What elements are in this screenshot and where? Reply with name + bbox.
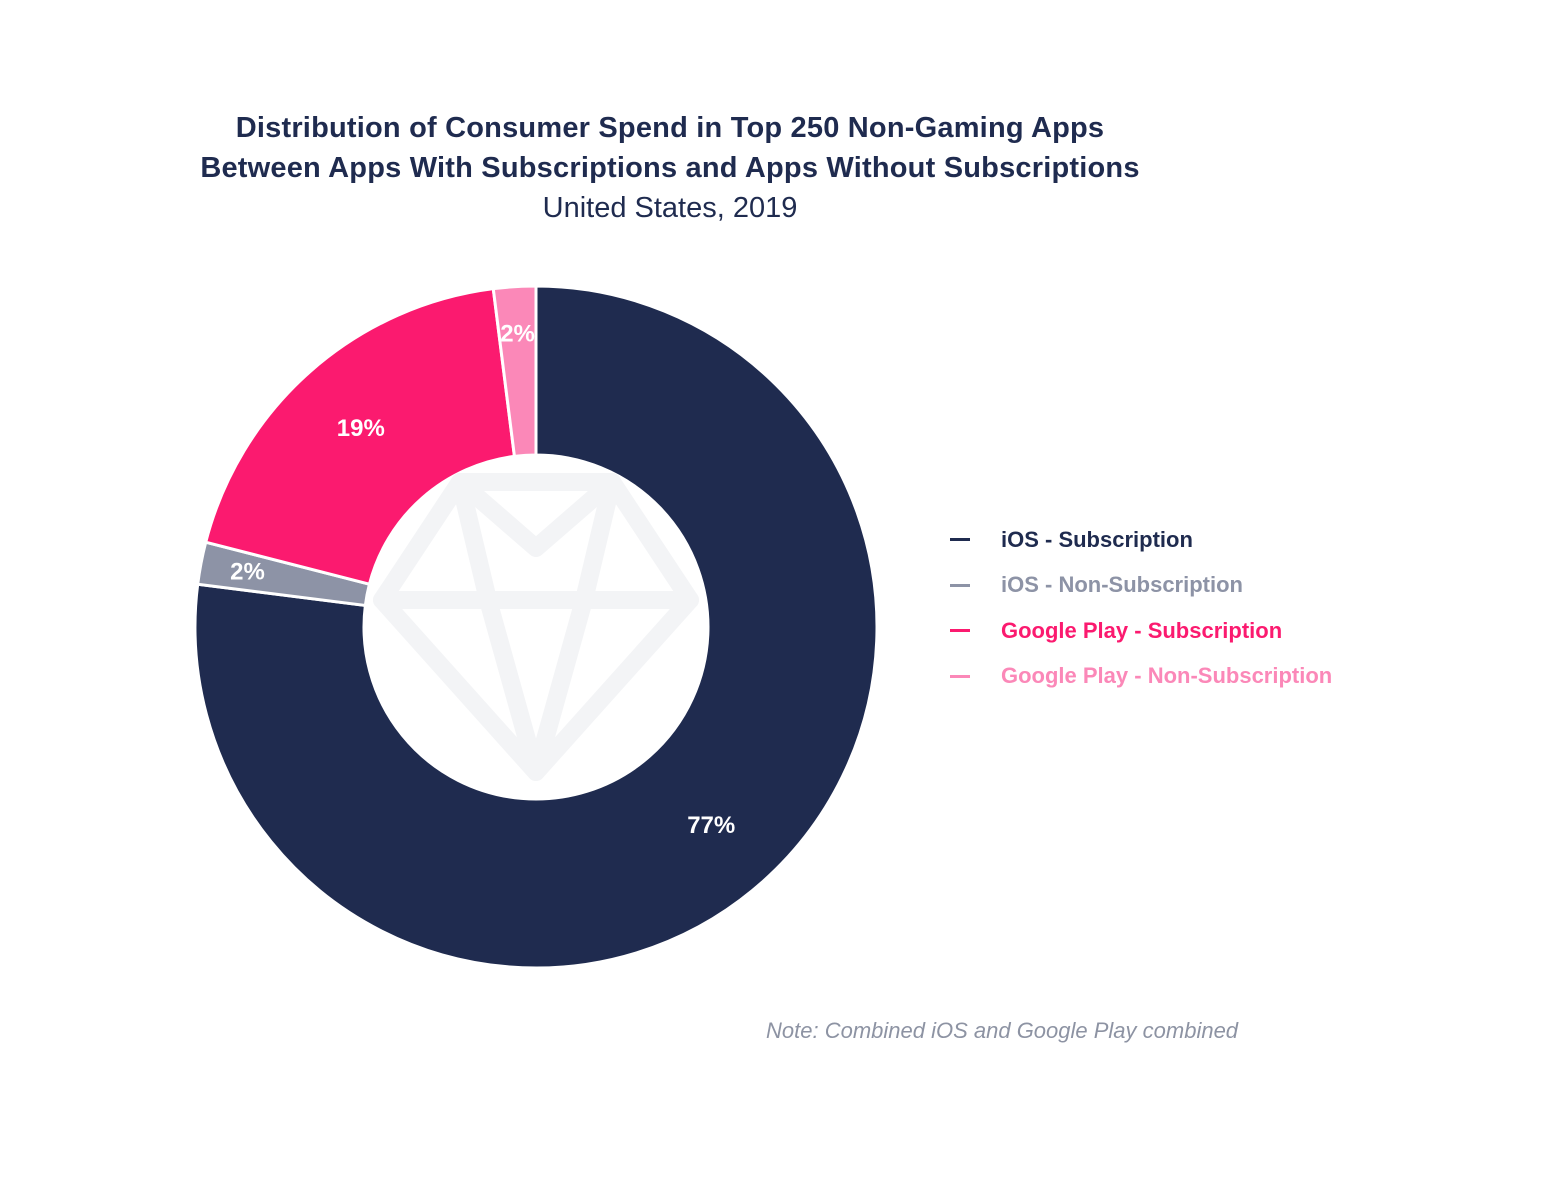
- legend-item-google-play-subscription: Google Play - Subscription: [950, 608, 1332, 654]
- legend-item-google-play-non-subscription: Google Play - Non-Subscription: [950, 654, 1332, 700]
- legend-label: Google Play - Non-Subscription: [1001, 663, 1333, 689]
- slice-value-label: 19%: [337, 415, 385, 442]
- legend-swatch: [950, 583, 970, 587]
- slice-labels: 77% 2% 19% 2%: [230, 320, 735, 839]
- legend-label: iOS - Subscription: [1001, 526, 1193, 552]
- chart-legend: iOS - Subscription iOS - Non-Subscriptio…: [950, 517, 1332, 699]
- legend-label: iOS - Non-Subscription: [1001, 572, 1243, 598]
- chart-title-line-1: Distribution of Consumer Spend in Top 25…: [235, 112, 1105, 144]
- chart-subtitle: United States, 2019: [542, 192, 798, 224]
- legend-item-ios-subscription: iOS - Subscription: [950, 517, 1332, 563]
- diamond-icon: [373, 473, 699, 781]
- slice-value-label: 2%: [500, 320, 535, 347]
- chart-title-line-2: Between Apps With Subscriptions and Apps…: [200, 152, 1140, 184]
- legend-swatch: [950, 674, 970, 678]
- chart-note: Note: Combined iOS and Google Play combi…: [766, 1018, 1239, 1043]
- legend-label: Google Play - Subscription: [1001, 617, 1283, 643]
- chart-title-block: Distribution of Consumer Spend in Top 25…: [130, 108, 1210, 228]
- slice-value-label: 77%: [687, 812, 735, 839]
- slice-value-label: 2%: [230, 558, 265, 585]
- legend-swatch: [950, 629, 970, 633]
- donut-slices: [193, 284, 879, 970]
- legend-swatch: [950, 538, 970, 542]
- slice-ios-subscription: [193, 284, 879, 970]
- legend-item-ios-non-subscription: iOS - Non-Subscription: [950, 563, 1332, 609]
- slice-google-play-subscription: [203, 287, 517, 587]
- slice-google-play-non-subscription: [491, 284, 538, 459]
